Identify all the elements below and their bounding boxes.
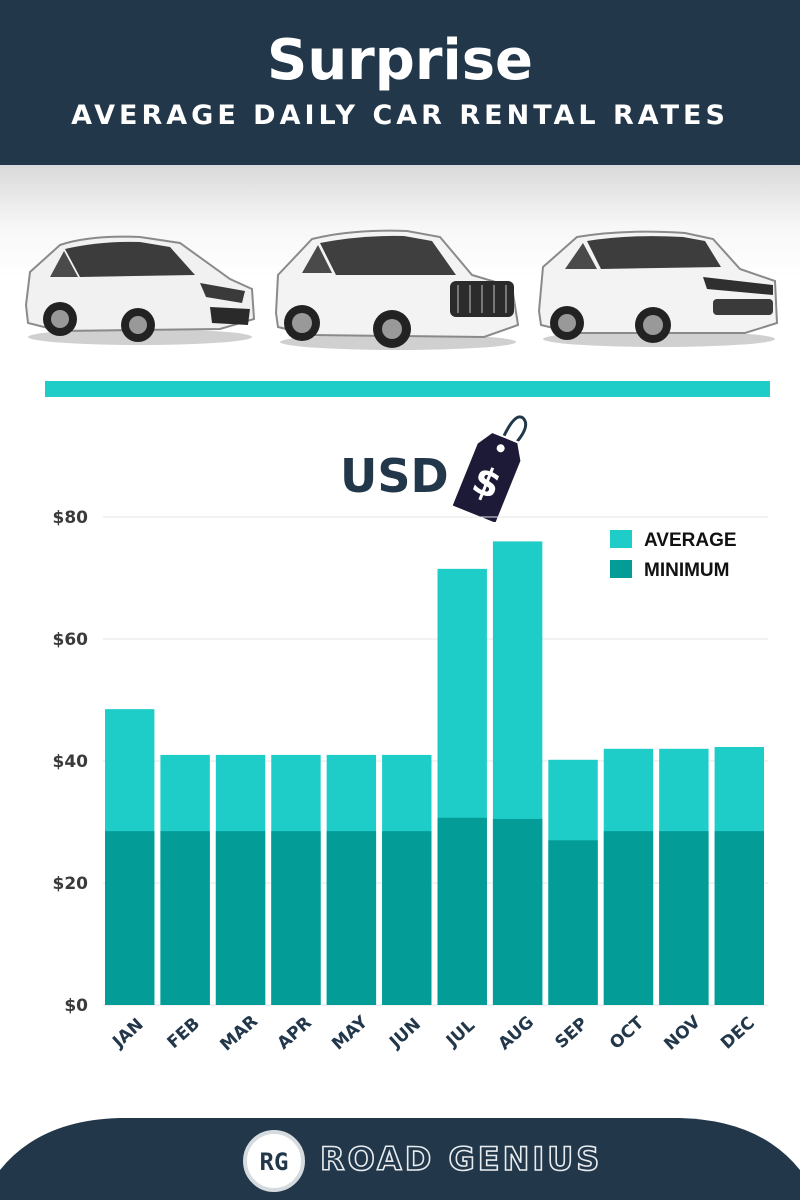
luxury-suv-car-icon <box>537 230 779 347</box>
bar-minimum <box>492 818 543 1005</box>
copyright-text: © 2025 Road Genius <box>668 1178 784 1191</box>
bar-minimum <box>105 831 155 1005</box>
y-axis: $0 $20 $40 $60 $80 <box>53 508 89 1016</box>
bar-minimum <box>659 831 709 1005</box>
x-tick-label: FEB <box>164 1014 204 1053</box>
x-tick-label: SEP <box>552 1014 592 1053</box>
x-tick-label: APR <box>274 1013 316 1054</box>
bar-minimum <box>271 831 321 1005</box>
x-tick-label: JUL <box>442 1015 479 1051</box>
x-tick-label: JAN <box>108 1015 147 1053</box>
page-title: Surprise <box>266 28 534 93</box>
bar-minimum <box>437 817 487 1005</box>
y-tick-label: $80 <box>53 508 89 528</box>
bar-minimum <box>548 840 598 1005</box>
y-tick-label: $40 <box>53 752 89 772</box>
x-tick-label: NOV <box>660 1011 705 1054</box>
footer-wave <box>0 1118 800 1200</box>
bar-minimum <box>215 831 266 1005</box>
chart-legend: AVERAGE MINIMUM <box>610 530 737 581</box>
legend-label: MINIMUM <box>644 560 729 581</box>
logo-mark: RG <box>259 1148 289 1176</box>
header-banner: Surprise AVERAGE DAILY CAR RENTAL RATES <box>0 0 800 165</box>
rental-rate-chart: $0 $20 $40 $60 $80 JAN FEB MAR APR MAY JUN JUL AUG S… <box>53 508 768 1055</box>
accent-divider <box>45 381 770 397</box>
x-axis: JAN FEB MAR APR MAY JUN JUL AUG SEP OCT NOV DEC <box>108 1011 758 1055</box>
page-subtitle: AVERAGE DAILY CAR RENTAL RATES <box>71 100 729 131</box>
bar-minimum <box>714 831 764 1005</box>
y-tick-label: $60 <box>53 630 89 650</box>
brand-logo: RG <box>243 1130 305 1192</box>
x-tick-label: DEC <box>717 1013 759 1053</box>
bar-minimum <box>603 831 654 1005</box>
x-tick-label: MAR <box>216 1011 261 1055</box>
brand-name: ROAD GENIUS <box>319 1139 603 1179</box>
y-tick-label: $20 <box>53 874 89 894</box>
chart-bars <box>105 541 764 1005</box>
x-tick-label: JUN <box>385 1014 425 1053</box>
bar-minimum <box>382 831 432 1005</box>
currency-label: USD <box>340 449 449 503</box>
legend-swatch <box>610 560 632 578</box>
legend-label: AVERAGE <box>644 530 737 551</box>
chart-grid <box>103 516 768 1006</box>
x-tick-label: OCT <box>606 1013 648 1054</box>
currency-badge: USD $ <box>340 410 540 525</box>
x-tick-label: MAY <box>328 1012 372 1055</box>
price-tag-icon: $ <box>450 415 528 522</box>
hatchback-car-icon <box>24 235 256 345</box>
suv-car-icon <box>274 229 520 350</box>
bar-minimum <box>160 831 210 1005</box>
x-tick-label: AUG <box>495 1012 538 1054</box>
legend-swatch <box>610 530 632 548</box>
bar-minimum <box>326 831 377 1005</box>
y-tick-label: $0 <box>64 996 88 1016</box>
car-gallery <box>0 165 800 370</box>
footer <box>0 1110 800 1200</box>
